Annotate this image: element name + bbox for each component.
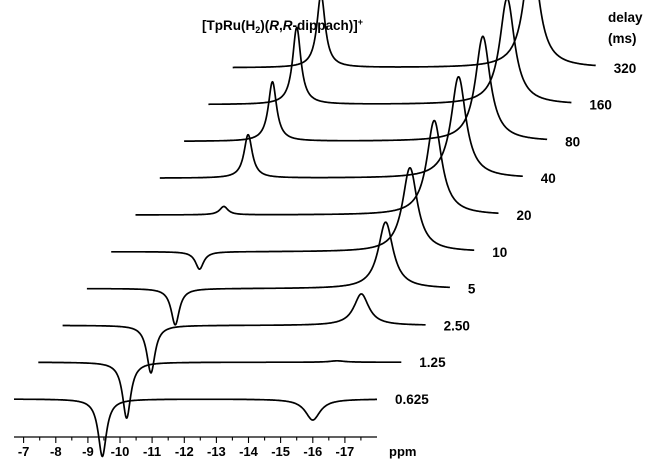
spectrum-trace-320	[232, 0, 597, 69]
x-tick-label: -8	[50, 444, 62, 459]
delay-label-320: 320	[614, 61, 637, 76]
x-tick-label: -13	[207, 444, 226, 459]
delay-label-1.25: 1.25	[419, 355, 446, 370]
delay-label-0.625: 0.625	[395, 392, 429, 407]
delay-label-2.50: 2.50	[444, 318, 470, 333]
delay-labels-group: 0.625 1.25 2.50 5 10 20 40 80 160 320	[395, 61, 636, 407]
delay-label-160: 160	[589, 98, 612, 113]
delay-label-40: 40	[541, 171, 556, 186]
chart-title: [TpRu(H2)(R,R-dippach)]+	[202, 17, 363, 35]
x-tick-label: -17	[336, 444, 355, 459]
x-tick-label: -15	[271, 444, 290, 459]
spectrum-trace-0.625	[13, 398, 378, 458]
spectrum-trace-10	[110, 167, 475, 270]
delay-label-10: 10	[492, 245, 507, 260]
x-axis-ticks	[23, 437, 362, 443]
spectrum-trace-20	[135, 119, 499, 216]
x-axis-label: ppm	[389, 444, 416, 459]
spectrum-trace-80	[183, 35, 548, 142]
delay-label-20: 20	[517, 208, 532, 223]
x-tick-label: -14	[239, 444, 259, 459]
x-tick-label: -11	[143, 444, 161, 459]
legend-title-line-2: (ms)	[608, 31, 637, 46]
spectrum-trace-40	[159, 75, 524, 179]
spectrum-trace-5	[86, 221, 451, 326]
delay-label-5: 5	[468, 282, 476, 297]
spectrum-trace-160	[208, 0, 572, 106]
spectra-group	[13, 0, 597, 458]
x-tick-label: -7	[18, 444, 30, 459]
spectrum-trace-2.50	[62, 293, 426, 374]
legend-title-line-1: delay	[608, 10, 643, 25]
delay-label-80: 80	[565, 134, 580, 149]
spectrum-trace-1.25	[37, 359, 402, 419]
x-tick-label: -12	[175, 444, 194, 459]
x-tick-label: -16	[303, 444, 322, 459]
x-tick-label: -9	[82, 444, 94, 459]
x-axis-tick-labels: -7 -8 -9 -10 -11 -12 -13 -14 -15 -16 -17	[18, 444, 354, 459]
x-tick-label: -10	[111, 444, 130, 459]
